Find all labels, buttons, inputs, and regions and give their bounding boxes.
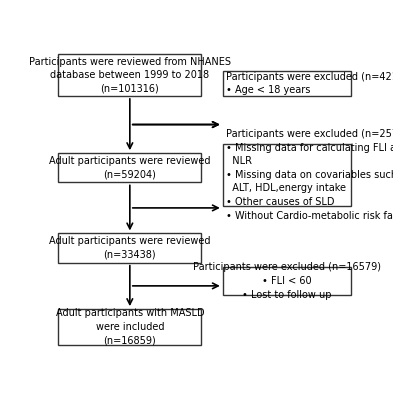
Text: Participants were excluded (n=25766)
• Missing data for calculating FLI and
  NL: Participants were excluded (n=25766) • M… bbox=[226, 129, 393, 221]
FancyBboxPatch shape bbox=[58, 233, 202, 263]
Text: Adult participants were reviewed
(n=59204): Adult participants were reviewed (n=5920… bbox=[49, 156, 211, 180]
FancyBboxPatch shape bbox=[58, 309, 202, 344]
Text: Participants were reviewed from NHANES
database between 1999 to 2018
(n=101316): Participants were reviewed from NHANES d… bbox=[29, 57, 231, 94]
FancyBboxPatch shape bbox=[223, 71, 351, 96]
FancyBboxPatch shape bbox=[58, 54, 202, 96]
Text: Adult participants with MASLD
were included
(n=16859): Adult participants with MASLD were inclu… bbox=[55, 308, 204, 345]
Text: Adult participants were reviewed
(n=33438): Adult participants were reviewed (n=3343… bbox=[49, 236, 211, 260]
FancyBboxPatch shape bbox=[223, 267, 351, 295]
Text: Participants were excluded (n=16579)
• FLI < 60
• Lost to follow up: Participants were excluded (n=16579) • F… bbox=[193, 262, 381, 300]
FancyBboxPatch shape bbox=[223, 144, 351, 206]
Text: Participants were excluded (n=42112)
• Age < 18 years: Participants were excluded (n=42112) • A… bbox=[226, 71, 393, 95]
FancyBboxPatch shape bbox=[58, 153, 202, 182]
